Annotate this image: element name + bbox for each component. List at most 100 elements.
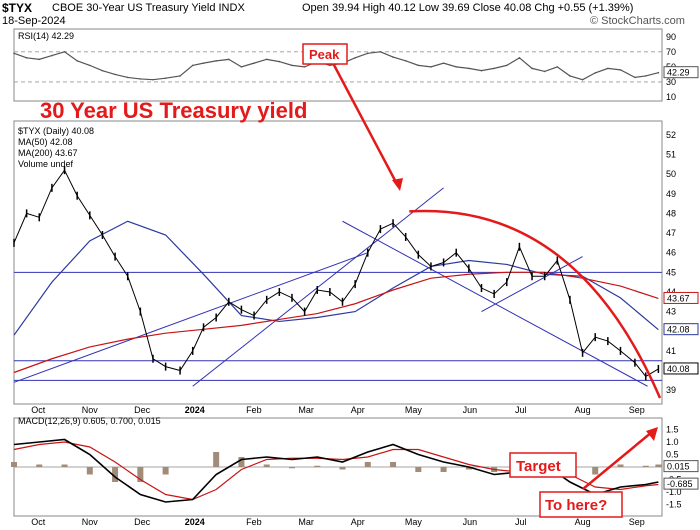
ma200-legend: MA(200) 43.67 bbox=[18, 148, 78, 158]
target-arrow bbox=[582, 431, 653, 490]
macd-x-label: Mar bbox=[298, 517, 314, 527]
rsi-legend: RSI(14) 42.29 bbox=[18, 31, 74, 41]
price-x-label: Dec bbox=[134, 405, 151, 415]
rsi-point bbox=[619, 69, 622, 71]
price-x-label: Feb bbox=[246, 405, 262, 415]
rsi-point bbox=[392, 56, 394, 58]
rsi-point bbox=[215, 60, 217, 62]
rsi-point bbox=[581, 78, 584, 81]
macd-histogram-bar bbox=[415, 467, 422, 472]
price-x-label: Jul bbox=[515, 405, 527, 415]
rsi-point bbox=[455, 66, 458, 68]
macd-x-label: Nov bbox=[82, 517, 99, 527]
rsi-point bbox=[179, 75, 181, 77]
macd-last-box bbox=[663, 477, 699, 490]
macd-histogram-bar bbox=[61, 464, 68, 467]
price-x-label: Sep bbox=[629, 405, 645, 415]
macd-histogram-bar bbox=[314, 465, 321, 467]
rsi-point bbox=[13, 52, 15, 55]
macd-x-label: Jun bbox=[463, 517, 478, 527]
macd-x-label: Oct bbox=[31, 517, 46, 527]
price-tick-label: 41 bbox=[666, 346, 676, 356]
price-line bbox=[13, 169, 659, 378]
rsi-point bbox=[202, 62, 205, 64]
macd-tick-label: -1.5 bbox=[666, 500, 682, 510]
channel-line-lower bbox=[13, 252, 368, 383]
macd-x-label: Dec bbox=[134, 517, 151, 527]
rsi-panel bbox=[13, 28, 663, 102]
rsi-point bbox=[240, 66, 243, 68]
rsi-point bbox=[594, 72, 597, 74]
price-tick-label: 39 bbox=[666, 385, 676, 395]
macd-tick-label: 0.5 bbox=[666, 450, 679, 460]
target-box bbox=[509, 452, 577, 478]
price-x-label: Jun bbox=[463, 405, 478, 415]
rsi-point bbox=[253, 62, 255, 64]
price-tick-label: 48 bbox=[666, 208, 676, 218]
rsi-point bbox=[25, 57, 28, 59]
rsi-point bbox=[265, 58, 268, 61]
rsi-point bbox=[518, 57, 521, 59]
macd-x-label: Jul bbox=[515, 517, 527, 527]
rsi-point bbox=[657, 71, 660, 74]
price-last-label: 40.08 bbox=[667, 364, 690, 374]
macd-histogram-bar bbox=[11, 462, 17, 467]
ma50-last-label: 42.08 bbox=[667, 325, 690, 335]
macd-histogram-bar bbox=[592, 467, 599, 475]
price-x-label: Aug bbox=[575, 405, 591, 415]
ma50-last-box bbox=[663, 323, 699, 336]
rsi-point bbox=[139, 78, 142, 80]
rsi-point bbox=[430, 66, 432, 68]
to-here-label: To here? bbox=[545, 497, 607, 514]
price-last-box bbox=[663, 362, 699, 375]
macd-histogram-bar bbox=[137, 467, 144, 482]
rsi-point bbox=[493, 67, 495, 70]
rsi-point bbox=[51, 54, 53, 57]
macd-tick-label: -1.0 bbox=[666, 487, 682, 497]
macd-histogram-bar bbox=[86, 467, 93, 475]
ma200-line bbox=[13, 271, 659, 374]
macd-histogram-bar bbox=[162, 467, 169, 475]
rsi-point bbox=[480, 69, 483, 72]
macd-histogram-bar bbox=[213, 452, 220, 467]
rsi-point bbox=[556, 66, 559, 68]
macd-x-label: Apr bbox=[351, 517, 365, 527]
target-arc bbox=[409, 209, 662, 399]
rsi-last-box bbox=[663, 66, 699, 79]
macd-last-label: 0.015 bbox=[667, 462, 690, 472]
price-tick-label: 52 bbox=[666, 130, 676, 140]
macd-tick-label: 1.0 bbox=[666, 437, 679, 447]
chart-header: $TYX CBOE 30-Year US Treasury Yield INDX… bbox=[0, 0, 700, 28]
price-x-label: Mar bbox=[298, 405, 314, 415]
channel-line-upper bbox=[192, 187, 444, 387]
price-x-label: Apr bbox=[351, 405, 365, 415]
rsi-point bbox=[404, 60, 407, 62]
macd-legend: MACD(12,26,9) 0.605, 0.700, 0.015 bbox=[18, 416, 161, 426]
rsi-point bbox=[329, 64, 331, 67]
rsi-point bbox=[76, 60, 78, 62]
ma50-line bbox=[13, 220, 659, 336]
macd-x-label: 2024 bbox=[185, 517, 205, 527]
price-tick-label: 51 bbox=[666, 149, 676, 159]
rsi-point bbox=[442, 62, 445, 64]
macd-histogram-bar bbox=[112, 467, 119, 482]
rsi-tick-label: 70 bbox=[666, 47, 676, 57]
macd-x-label: May bbox=[405, 517, 423, 527]
rsi-point bbox=[607, 67, 609, 70]
credit: © StockCharts.com bbox=[590, 15, 685, 27]
peak-arrow bbox=[332, 64, 400, 187]
price-legend: $TYX (Daily) 40.08 bbox=[18, 126, 94, 136]
rsi-point bbox=[63, 51, 66, 53]
price-tick-label: 46 bbox=[666, 248, 676, 258]
to-here-box bbox=[539, 491, 623, 518]
rsi-point bbox=[531, 67, 533, 70]
rsi-point bbox=[569, 75, 571, 77]
macd-histogram-bar bbox=[390, 462, 397, 467]
rsi-point bbox=[291, 64, 293, 67]
macd-last-label: -0.685 bbox=[667, 479, 693, 489]
rsi-point bbox=[505, 64, 508, 67]
rsi-point bbox=[417, 64, 420, 67]
macd-histogram-bar bbox=[339, 467, 346, 470]
rsi-point bbox=[126, 76, 129, 79]
